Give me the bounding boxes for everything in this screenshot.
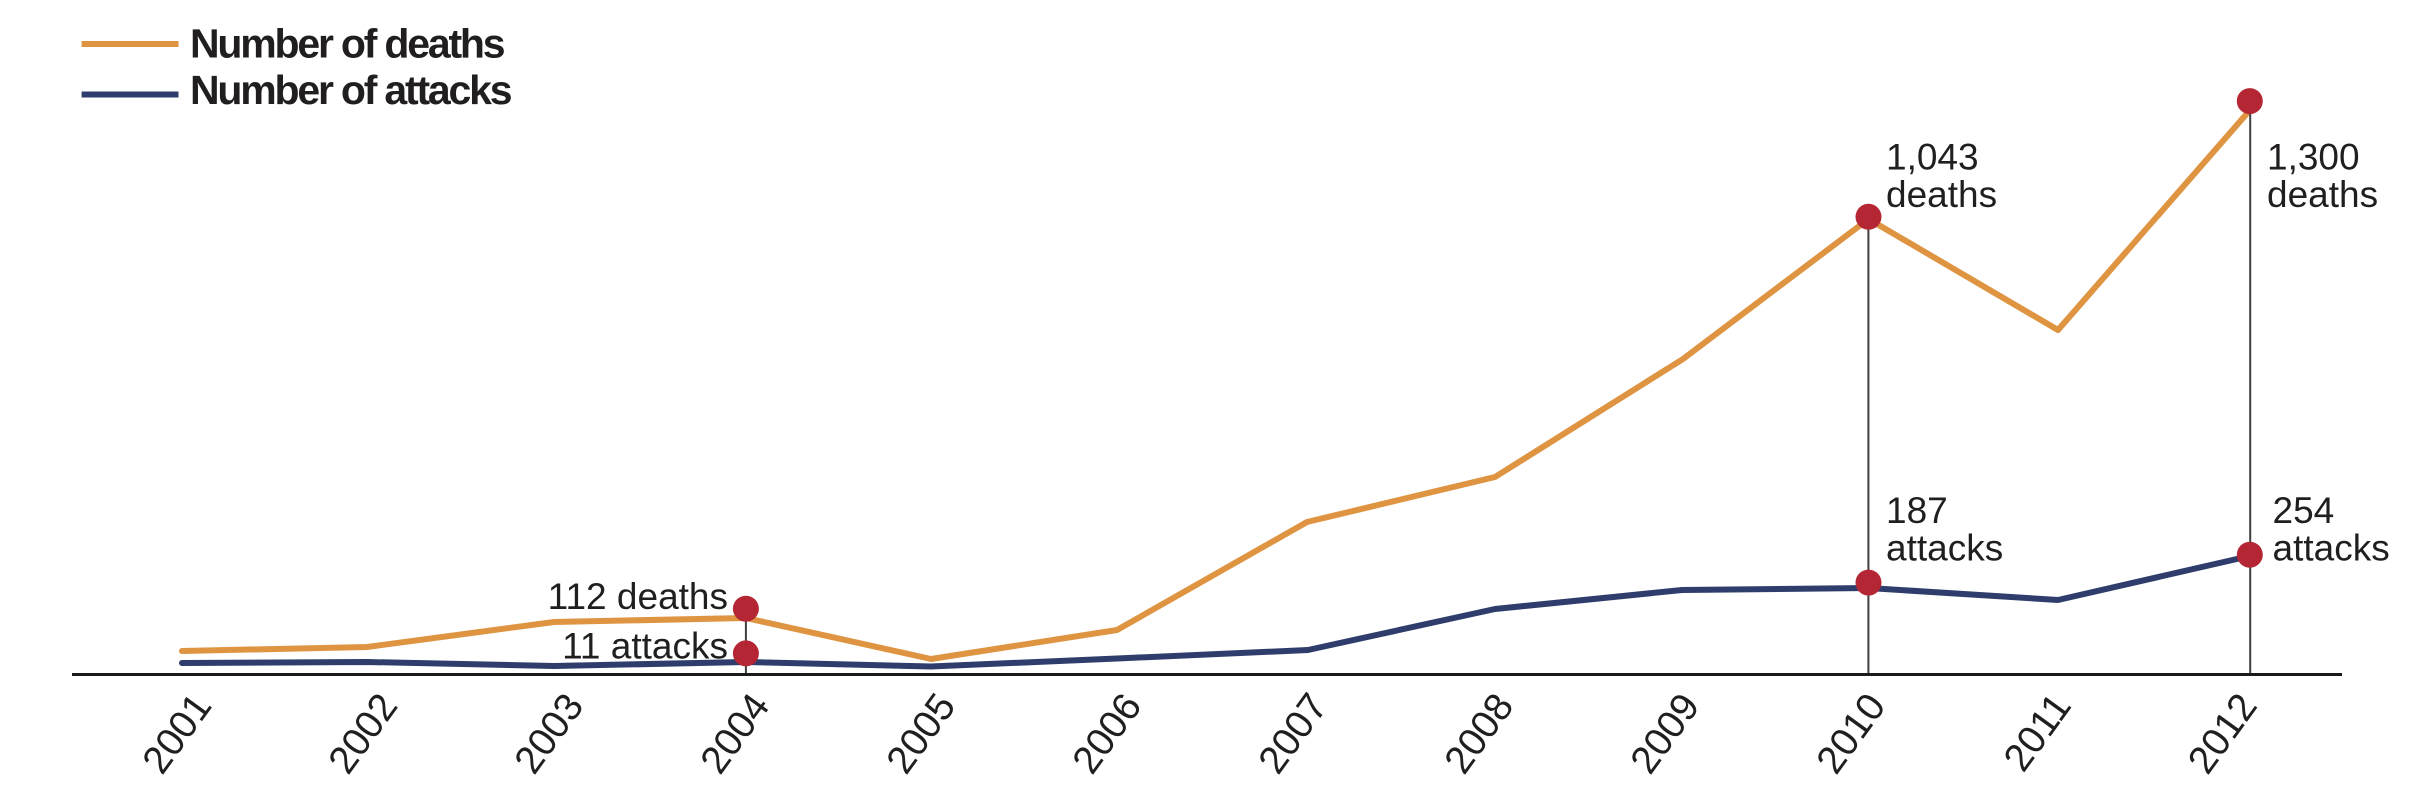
svg-text:254: 254: [2273, 490, 2335, 531]
svg-text:112 deaths: 112 deaths: [548, 576, 728, 617]
svg-text:187: 187: [1886, 490, 1948, 531]
svg-text:Number of deaths: Number of deaths: [190, 21, 505, 67]
svg-text:deaths: deaths: [1886, 174, 1997, 215]
svg-text:11 attacks: 11 attacks: [562, 626, 728, 667]
svg-text:1,043: 1,043: [1886, 137, 1979, 178]
svg-text:attacks: attacks: [2273, 528, 2390, 569]
svg-text:Number of attacks: Number of attacks: [190, 67, 512, 113]
svg-text:attacks: attacks: [1886, 528, 2003, 569]
svg-text:deaths: deaths: [2267, 174, 2378, 215]
svg-text:1,300: 1,300: [2267, 137, 2360, 178]
